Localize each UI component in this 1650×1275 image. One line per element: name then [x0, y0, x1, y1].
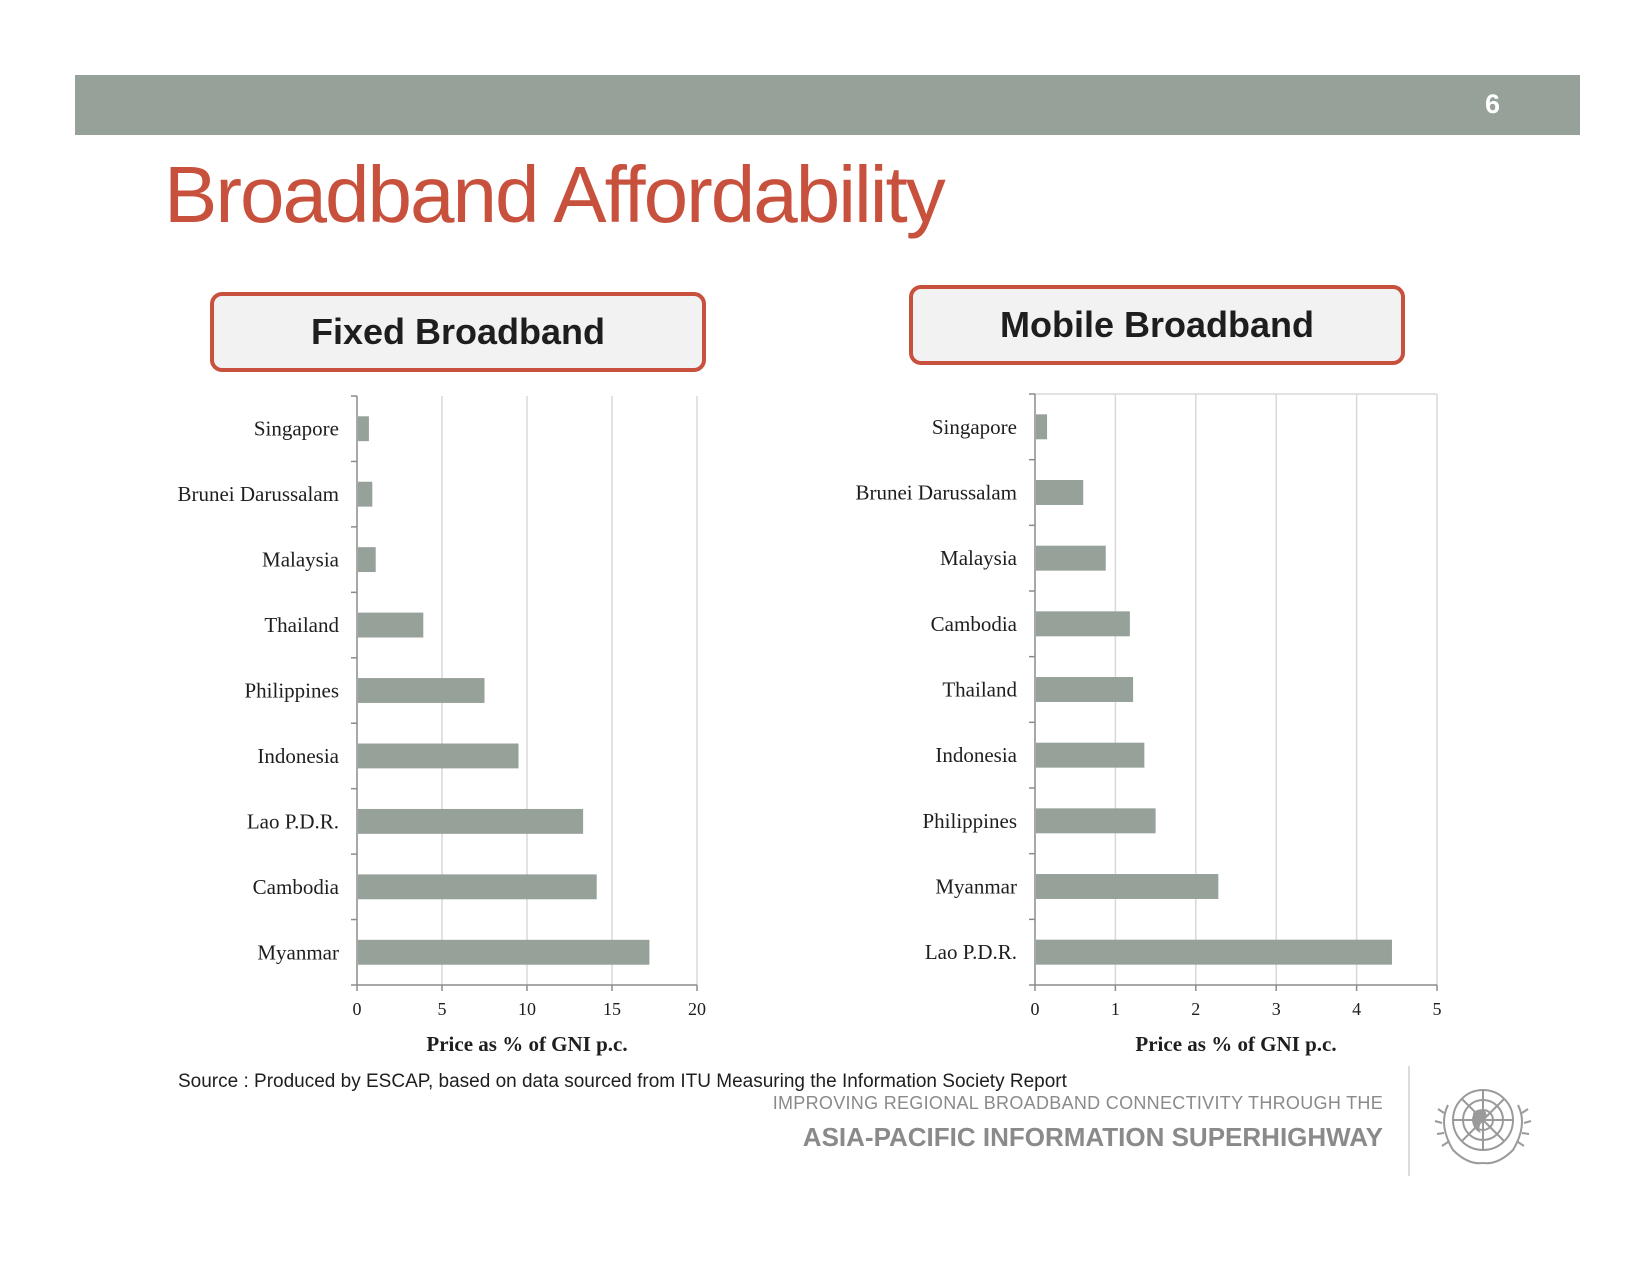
mobile-bar — [1036, 808, 1156, 834]
fixed-bar — [358, 612, 424, 638]
source-note: Source : Produced by ESCAP, based on dat… — [178, 1071, 1067, 1092]
mobile-bar — [1036, 742, 1145, 768]
mobile-x-tick-label: 4 — [1352, 999, 1361, 1019]
mobile-category-label: Indonesia — [935, 743, 1017, 767]
mobile-x-tick-label: 1 — [1111, 999, 1120, 1019]
fixed-bar — [358, 939, 650, 965]
footer-program-name: ASIA-PACIFIC INFORMATION SUPERHIGHWAY — [802, 1122, 1383, 1152]
fixed-category-label: Cambodia — [253, 875, 340, 899]
fixed-broadband-header: Fixed Broadband — [210, 292, 706, 372]
fixed-bar — [358, 547, 376, 573]
mobile-x-axis-title: Price as % of GNI p.c. — [1135, 1032, 1336, 1056]
fixed-category-label: Myanmar — [257, 940, 339, 964]
fixed-category-label: Malaysia — [262, 548, 340, 572]
mobile-x-tick-label: 3 — [1272, 999, 1281, 1019]
fixed-bar — [358, 743, 519, 769]
fixed-x-tick-label: 10 — [518, 999, 536, 1019]
mobile-category-label: Philippines — [922, 809, 1017, 833]
mobile-bar — [1036, 677, 1134, 702]
page-number: 6 — [1484, 89, 1500, 119]
fixed-category-label: Philippines — [244, 679, 339, 703]
mobile-category-label: Myanmar — [935, 875, 1017, 899]
slide-title: Broadband Affordability — [164, 150, 946, 239]
mobile-category-label: Singapore — [932, 415, 1017, 439]
footer-tagline: IMPROVING REGIONAL BROADBAND CONNECTIVIT… — [772, 1093, 1383, 1113]
fixed-x-tick-label: 5 — [438, 999, 447, 1019]
footer-divider — [1408, 1066, 1410, 1176]
fixed-bar — [358, 678, 485, 703]
mobile-category-label: Lao P.D.R. — [925, 940, 1017, 964]
mobile-broadband-header: Mobile Broadband — [909, 285, 1405, 365]
fixed-category-label: Indonesia — [257, 744, 339, 768]
mobile-category-label: Brunei Darussalam — [855, 481, 1017, 505]
fixed-x-tick-label: 15 — [603, 999, 621, 1019]
mobile-category-label: Malaysia — [940, 546, 1018, 570]
fixed-x-tick-label: 20 — [688, 999, 706, 1019]
fixed-category-label: Thailand — [264, 613, 339, 637]
mobile-bar — [1036, 414, 1048, 440]
mobile-x-tick-label: 0 — [1031, 999, 1040, 1019]
fixed-x-axis-title: Price as % of GNI p.c. — [426, 1032, 627, 1056]
fixed-bar — [358, 808, 584, 834]
fixed-category-label: Brunei Darussalam — [177, 482, 339, 506]
mobile-bar — [1036, 874, 1219, 899]
mobile-x-tick-label: 5 — [1433, 999, 1442, 1019]
fixed-x-tick-label: 0 — [353, 999, 362, 1019]
mobile-bar — [1036, 939, 1392, 965]
mobile-bar — [1036, 545, 1106, 571]
fixed-category-label: Lao P.D.R. — [247, 809, 339, 833]
fixed-category-label: Singapore — [254, 417, 339, 441]
mobile-category-label: Cambodia — [931, 612, 1018, 636]
mobile-category-label: Thailand — [942, 678, 1017, 702]
header-bar: 6 — [75, 75, 1580, 135]
mobile-bar — [1036, 480, 1084, 505]
fixed-bar — [358, 874, 597, 900]
fixed-bar — [358, 416, 369, 442]
un-emblem-icon — [1434, 1089, 1532, 1165]
mobile-bar — [1036, 611, 1130, 637]
mobile-x-tick-label: 2 — [1191, 999, 1200, 1019]
fixed-bar — [358, 481, 373, 507]
